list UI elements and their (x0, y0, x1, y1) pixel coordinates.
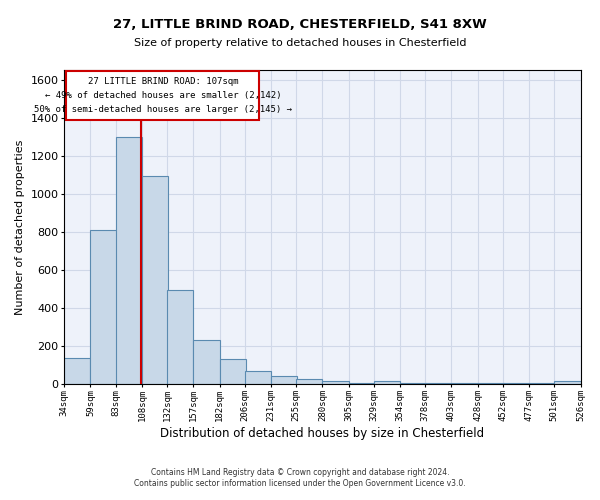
Bar (116, 138, 142, 384)
X-axis label: Distribution of detached houses by size in Chesterfield: Distribution of detached houses by size … (160, 427, 484, 440)
Bar (67, 71, 259, 120)
Text: 27 LITTLE BRIND ROAD: 107sqm: 27 LITTLE BRIND ROAD: 107sqm (88, 78, 238, 86)
Bar (271, 376, 297, 384)
Bar (529, 383, 556, 384)
Bar (167, 290, 193, 384)
Bar (451, 383, 478, 384)
Bar (193, 340, 220, 384)
Bar (322, 381, 349, 384)
Text: Size of property relative to detached houses in Chesterfield: Size of property relative to detached ho… (134, 38, 466, 48)
Bar (349, 382, 375, 384)
Bar (245, 372, 271, 384)
Bar (400, 383, 426, 384)
Bar (554, 381, 581, 384)
Text: ← 49% of detached houses are smaller (2,142): ← 49% of detached houses are smaller (2,… (44, 91, 281, 100)
Bar (64, 358, 91, 384)
Bar (425, 383, 451, 384)
Bar (91, 230, 117, 384)
Bar (478, 383, 504, 384)
Text: Contains HM Land Registry data © Crown copyright and database right 2024.
Contai: Contains HM Land Registry data © Crown c… (134, 468, 466, 487)
Bar (374, 381, 400, 384)
Bar (142, 176, 168, 384)
Bar (503, 383, 529, 384)
Y-axis label: Number of detached properties: Number of detached properties (15, 139, 25, 314)
Bar (296, 379, 322, 384)
Text: 50% of semi-detached houses are larger (2,145) →: 50% of semi-detached houses are larger (… (34, 105, 292, 114)
Bar (220, 359, 246, 384)
Text: 27, LITTLE BRIND ROAD, CHESTERFIELD, S41 8XW: 27, LITTLE BRIND ROAD, CHESTERFIELD, S41… (113, 18, 487, 30)
